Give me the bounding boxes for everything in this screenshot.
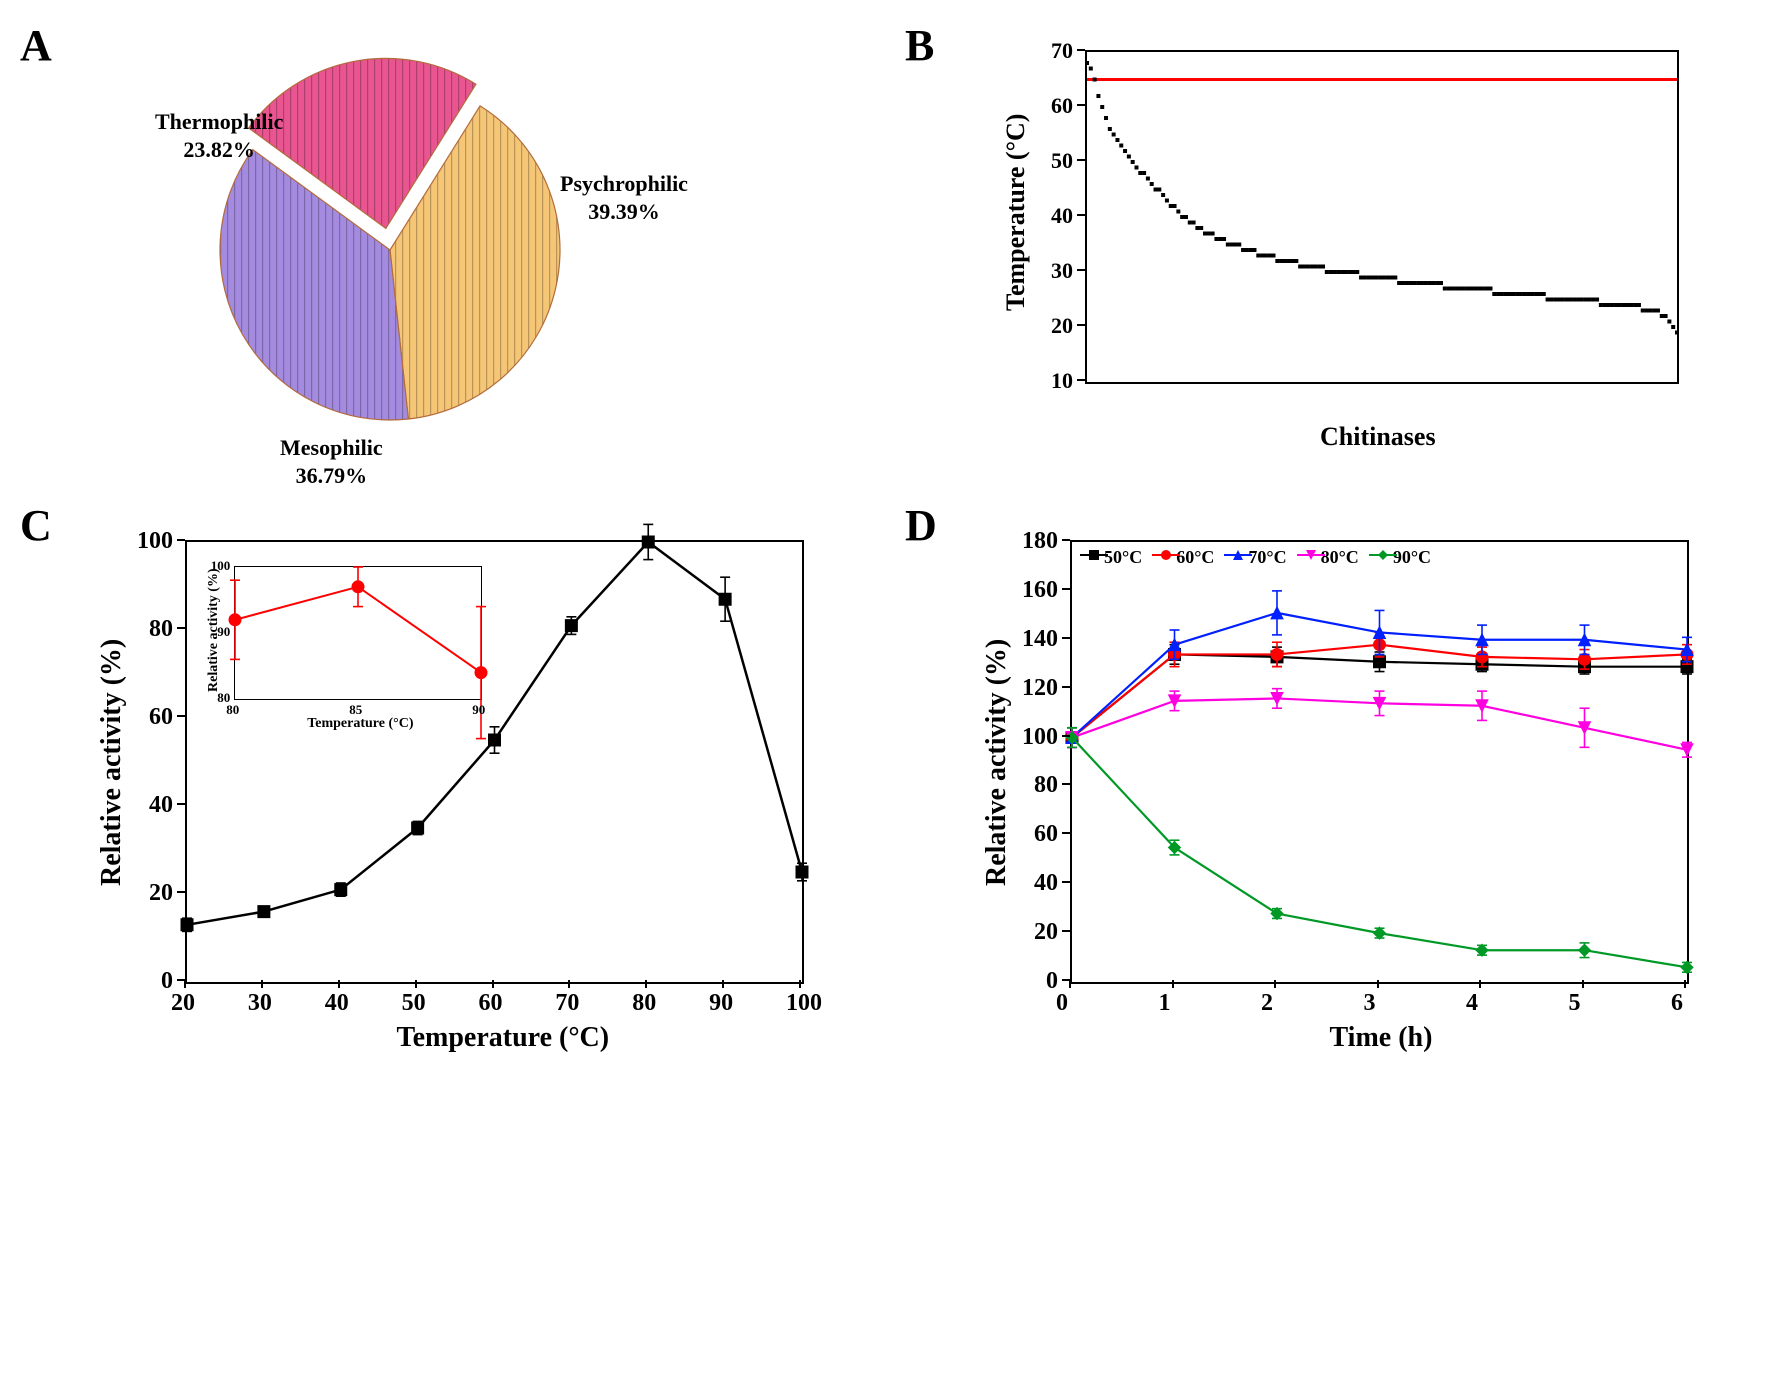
ytick: 60 (149, 704, 173, 731)
ytick: 20 (1051, 313, 1073, 339)
xtick: 3 (1364, 990, 1376, 1017)
ytick: 60 (1034, 821, 1058, 848)
panel-b: B 10 20 30 40 50 60 70 Temperature (°C) Chitinas… (905, 20, 1750, 480)
panel-c: C 0204060801002030405060708090100Relativ… (20, 500, 865, 1050)
xtick: 0 (1056, 990, 1068, 1017)
panel-label-b: B (905, 20, 934, 71)
panel-label-d: D (905, 500, 937, 551)
legend-item-80c: 80°C (1297, 547, 1359, 568)
legend-item-90c: 90°C (1369, 547, 1431, 568)
inset-xtick: 90 (472, 702, 485, 718)
legend-label: 90°C (1393, 547, 1431, 568)
chart-c-inset (234, 566, 482, 700)
legend-label: 60°C (1176, 547, 1214, 568)
xtick: 40 (325, 990, 349, 1017)
xtick: 90 (709, 990, 733, 1017)
ytick: 80 (1034, 772, 1058, 799)
xtick: 20 (171, 990, 195, 1017)
xtick: 80 (632, 990, 656, 1017)
xtick: 70 (555, 990, 579, 1017)
chart-b: 10203040506070Temperature (°C)Chitinases (975, 20, 1695, 440)
legend-item-60c: 60°C (1152, 547, 1214, 568)
xtick: 30 (248, 990, 272, 1017)
ytick: 20 (1034, 919, 1058, 946)
figure-grid: A Psychrophilic39.39%Mesophilic36.79%The… (20, 20, 1750, 1050)
xtick: 2 (1261, 990, 1273, 1017)
y-axis-label: Relative activity (%) (96, 639, 128, 886)
pie-label-mesophilic: Mesophilic36.79% (280, 434, 383, 489)
legend-label: 70°C (1248, 547, 1286, 568)
xtick: 1 (1159, 990, 1171, 1017)
xtick: 4 (1466, 990, 1478, 1017)
ytick: 50 (1051, 148, 1073, 174)
ytick: 20 (149, 880, 173, 907)
x-axis-label: Chitinases (1320, 422, 1436, 452)
pie-label-psychrophilic: Psychrophilic39.39% (560, 170, 688, 225)
legend-item-70c: 70°C (1224, 547, 1286, 568)
x-axis-label: Time (h) (1330, 1022, 1433, 1054)
inset-xtick: 80 (226, 702, 239, 718)
ytick: 60 (1051, 93, 1073, 119)
ytick: 140 (1022, 626, 1058, 653)
ytick: 80 (149, 616, 173, 643)
x-axis-label: Temperature (°C) (397, 1022, 610, 1054)
panel-d: D 0204060801001201401601800123456Relativ… (905, 500, 1750, 1050)
ytick: 100 (1022, 724, 1058, 751)
pie-label-thermophilic: Thermophilic23.82% (155, 108, 283, 163)
inset-ylabel: Relative activity (%) (206, 569, 222, 693)
xtick: 50 (402, 990, 426, 1017)
ytick: 40 (1051, 203, 1073, 229)
pie-chart-a: Psychrophilic39.39%Mesophilic36.79%Therm… (20, 20, 865, 480)
plot-area (1070, 540, 1689, 984)
xtick: 100 (786, 990, 822, 1017)
ytick: 100 (137, 528, 173, 555)
ytick: 10 (1051, 368, 1073, 394)
ytick: 120 (1022, 675, 1058, 702)
ytick: 180 (1022, 528, 1058, 555)
chart-c: 0204060801002030405060708090100Relative … (70, 510, 830, 1050)
ytick: 30 (1051, 258, 1073, 284)
ytick: 40 (1034, 870, 1058, 897)
xtick: 5 (1569, 990, 1581, 1017)
chart-d: 0204060801001201401601800123456Relative … (955, 510, 1715, 1050)
ytick: 40 (149, 792, 173, 819)
y-axis-label: Temperature (°C) (1001, 114, 1031, 311)
ytick: 160 (1022, 577, 1058, 604)
xtick: 60 (479, 990, 503, 1017)
legend: 50°C 60°C 70°C 80°C 90°C (1080, 546, 1441, 569)
panel-a: A Psychrophilic39.39%Mesophilic36.79%The… (20, 20, 865, 480)
inset-xlabel: Temperature (°C) (307, 716, 413, 732)
xtick: 6 (1671, 990, 1683, 1017)
y-axis-label: Relative activity (%) (981, 639, 1013, 886)
legend-label: 50°C (1104, 547, 1142, 568)
ytick: 70 (1051, 38, 1073, 64)
plot-area (1085, 50, 1679, 384)
legend-label: 80°C (1321, 547, 1359, 568)
legend-item-50c: 50°C (1080, 547, 1142, 568)
panel-label-c: C (20, 500, 52, 551)
